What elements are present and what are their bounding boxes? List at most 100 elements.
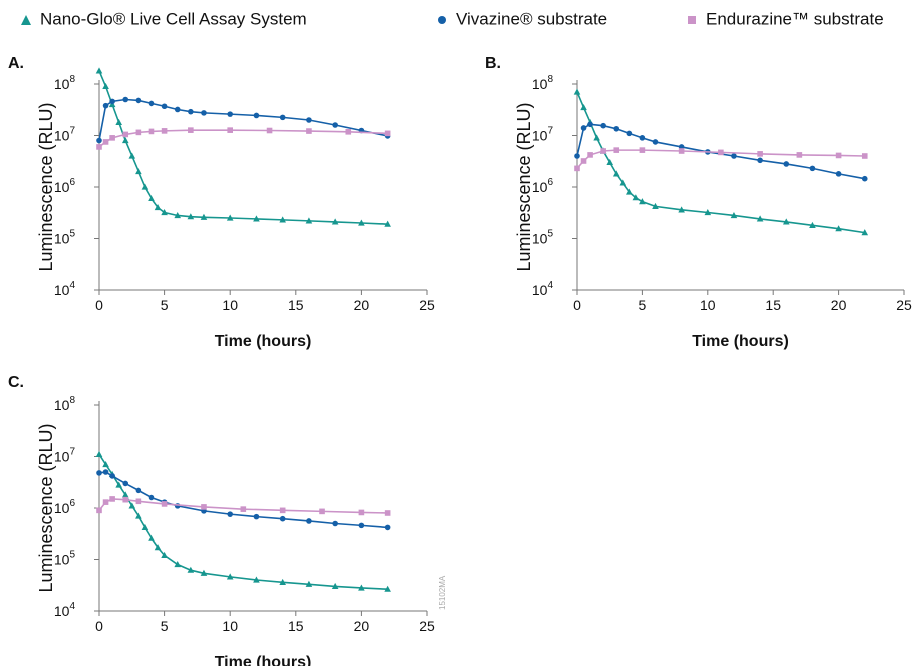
data-point — [187, 213, 195, 220]
data-point — [757, 151, 763, 157]
y-axis-title: Luminescence (RLU) — [36, 102, 56, 271]
chart-panel-b: B. 0 5 10 15 20 25 104 105 106 107 108 Time (hours) L… — [485, 55, 912, 350]
data-point — [612, 170, 620, 177]
data-point — [95, 67, 103, 74]
data-point — [227, 511, 233, 517]
data-point — [279, 114, 286, 121]
data-point — [154, 203, 162, 211]
data-point — [574, 165, 580, 172]
x-tick-label: 5 — [161, 618, 169, 634]
data-point — [161, 501, 168, 507]
data-point — [109, 98, 115, 105]
data-point — [161, 103, 168, 110]
y-tick-label: 106 — [54, 498, 76, 516]
data-point — [639, 198, 646, 205]
data-point — [639, 147, 646, 153]
data-point — [718, 149, 724, 156]
series-line — [98, 98, 388, 141]
data-point — [332, 122, 338, 128]
data-point — [253, 513, 260, 520]
data-point — [809, 165, 816, 172]
data-point — [174, 106, 181, 113]
data-point — [122, 480, 129, 487]
data-point — [161, 128, 168, 134]
data-point — [161, 551, 168, 559]
data-point — [593, 134, 600, 141]
x-tick-label: 0 — [95, 618, 103, 634]
data-point — [345, 128, 352, 135]
x-axis-title: Time (hours) — [215, 333, 312, 350]
x-tick-label: 5 — [639, 297, 647, 313]
y-tick-label: 108 — [54, 395, 76, 413]
series-line — [98, 70, 388, 225]
data-point — [279, 507, 286, 514]
data-point — [121, 136, 129, 144]
data-point — [148, 100, 155, 107]
x-tick-label: 25 — [896, 297, 912, 313]
data-point — [109, 473, 115, 479]
series-triangle — [95, 450, 391, 592]
data-point — [266, 127, 273, 134]
x-tick-label: 15 — [288, 297, 304, 313]
data-point — [573, 88, 581, 95]
y-tick-label: 105 — [532, 229, 554, 247]
legend-label: Nano-Glo® Live Cell Assay System — [40, 9, 307, 29]
data-point — [319, 508, 325, 515]
panel-label: C. — [8, 374, 24, 391]
y-tick-label: 108 — [54, 74, 76, 92]
legend-item-endurazine: Endurazine™ substrate — [686, 9, 884, 30]
y-axis-title: Luminescence (RLU) — [514, 102, 534, 271]
data-point — [148, 534, 155, 541]
data-point — [188, 108, 194, 115]
circle-marker-icon — [438, 15, 446, 24]
data-point — [226, 214, 234, 221]
data-point — [782, 218, 790, 225]
series-line — [98, 471, 388, 529]
series-line — [98, 129, 388, 148]
data-point — [580, 158, 587, 164]
x-tick-label: 15 — [765, 297, 781, 313]
data-point — [835, 152, 842, 159]
data-point — [678, 148, 685, 154]
x-axis-title: Time (hours) — [215, 654, 312, 666]
triangle-marker-icon — [21, 14, 31, 25]
data-point — [226, 573, 234, 580]
y-tick-label: 104 — [532, 280, 554, 298]
series-line — [576, 91, 865, 234]
y-tick-label: 104 — [54, 280, 76, 298]
data-point — [384, 220, 391, 227]
data-point — [652, 139, 659, 145]
data-point — [201, 504, 207, 510]
data-point — [240, 506, 247, 512]
data-point — [115, 481, 122, 488]
y-tick-label: 108 — [532, 74, 554, 92]
data-point — [384, 585, 391, 592]
data-point — [279, 216, 286, 223]
data-point — [102, 460, 109, 468]
data-point — [188, 127, 194, 133]
data-point — [613, 125, 620, 132]
data-point — [122, 496, 129, 503]
x-tick-label: 10 — [222, 297, 238, 313]
series-square — [96, 496, 391, 516]
data-point — [678, 206, 685, 213]
legend-item-vivazine: Vivazine® substrate — [436, 9, 607, 30]
x-tick-label: 20 — [354, 618, 370, 634]
y-axis-title: Luminescence (RLU) — [36, 423, 56, 592]
x-tick-label: 10 — [700, 297, 716, 313]
series-triangle — [573, 88, 869, 236]
data-point — [626, 130, 633, 137]
y-tick-label: 107 — [54, 126, 76, 144]
data-point — [580, 125, 587, 131]
data-point — [384, 510, 391, 516]
data-point — [600, 148, 606, 154]
data-point — [135, 498, 142, 505]
data-point — [384, 524, 391, 531]
y-tick-label: 107 — [54, 447, 76, 465]
data-point — [835, 171, 842, 177]
data-point — [730, 211, 738, 219]
data-point — [306, 117, 312, 123]
series-line — [98, 453, 388, 591]
data-point — [154, 544, 162, 551]
data-point — [600, 122, 606, 129]
